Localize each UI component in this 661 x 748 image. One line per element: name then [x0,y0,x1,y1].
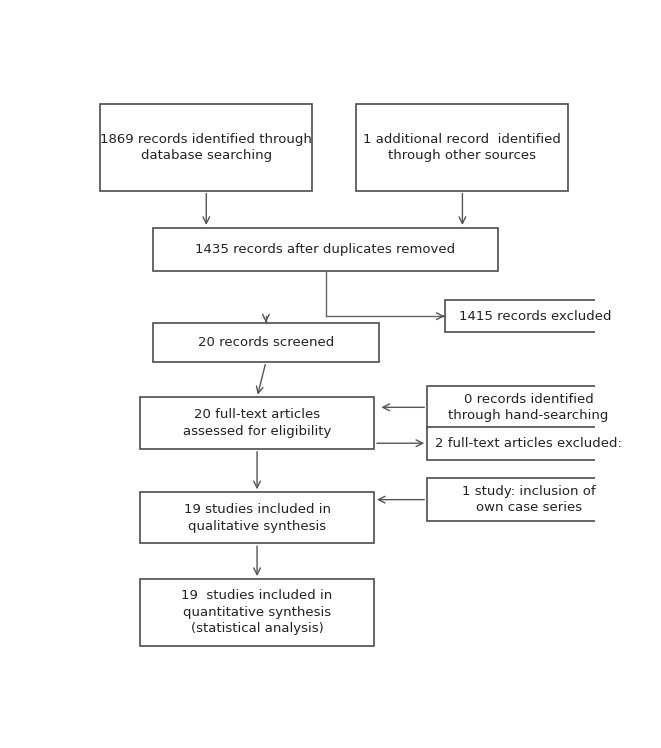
Text: 19 studies included in
qualitative synthesis: 19 studies included in qualitative synth… [184,503,330,533]
FancyBboxPatch shape [140,492,374,544]
Text: 2 full-text articles excluded:: 2 full-text articles excluded: [435,437,622,450]
Text: 1869 records identified through
database searching: 1869 records identified through database… [100,132,312,162]
Text: 1435 records after duplicates removed: 1435 records after duplicates removed [196,243,455,256]
FancyBboxPatch shape [427,426,630,460]
Text: 1 study: inclusion of
own case series: 1 study: inclusion of own case series [462,485,596,515]
Text: 19  studies included in
quantitative synthesis
(statistical analysis): 19 studies included in quantitative synt… [181,589,332,636]
FancyBboxPatch shape [427,478,630,521]
FancyBboxPatch shape [140,397,374,449]
FancyBboxPatch shape [153,228,498,272]
FancyBboxPatch shape [153,322,379,362]
FancyBboxPatch shape [140,579,374,646]
Text: 20 full-text articles
assessed for eligibility: 20 full-text articles assessed for eligi… [183,408,331,438]
FancyBboxPatch shape [356,104,568,191]
Text: 20 records screened: 20 records screened [198,336,334,349]
FancyBboxPatch shape [427,386,630,429]
Text: 0 records identified
through hand-searching: 0 records identified through hand-search… [448,393,609,422]
Text: 1 additional record  identified
through other sources: 1 additional record identified through o… [364,132,561,162]
FancyBboxPatch shape [445,301,626,332]
Text: 1415 records excluded: 1415 records excluded [459,310,611,322]
FancyBboxPatch shape [100,104,312,191]
